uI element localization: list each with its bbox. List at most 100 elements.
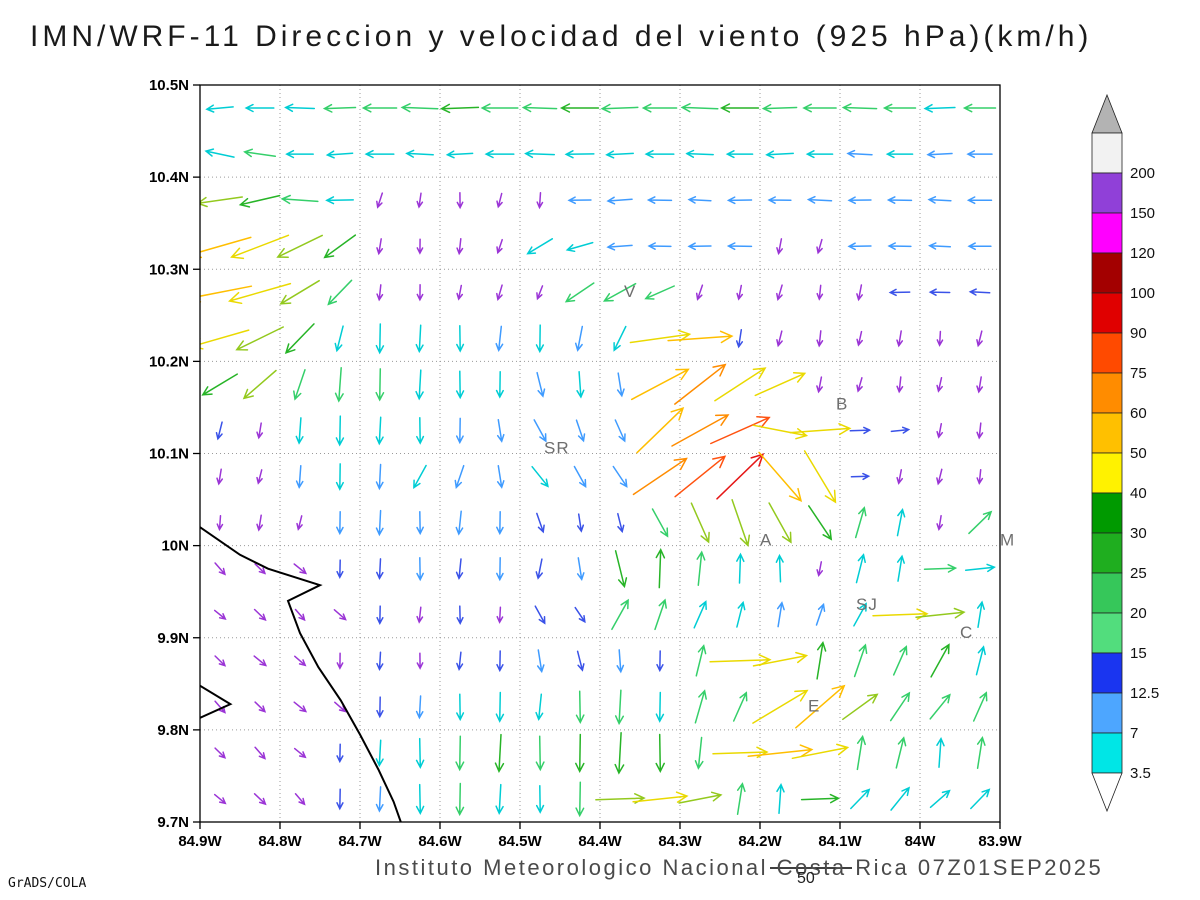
city-label: SR [544,439,570,458]
wind-arrow [805,150,834,159]
wind-arrow [850,472,871,481]
wind-arrow [238,194,281,208]
wind-arrow [376,651,384,672]
wind-arrow [574,606,586,624]
wind-arrow [685,149,714,158]
wind-arrow [968,288,991,296]
wind-arrow [535,324,545,354]
wind-arrow [928,242,952,250]
y-tick-label: 10.5N [149,77,189,94]
wind-arrow [923,103,956,113]
colorbar-band [1091,372,1123,414]
wind-arrow [204,148,235,158]
wind-arrow [279,279,320,305]
wind-arrow [719,103,760,113]
colorbar-band [1091,292,1123,334]
wind-arrow [752,651,809,667]
wind-arrow [535,693,544,722]
wind-arrow [695,644,707,677]
wind-arrow [687,242,712,251]
wind-arrow [735,329,744,349]
wind-arrow [791,743,850,760]
wind-arrow [296,515,303,531]
wind-arrow [694,689,707,724]
wind-arrow [775,553,784,583]
wind-arrow [376,696,384,719]
wind-arrow [693,600,707,629]
wind-arrow [376,605,384,625]
wind-arrow [614,550,628,589]
wind-arrow [970,788,991,810]
y-tick-label: 10N [161,538,189,555]
wind-arrow [456,651,464,671]
wind-arrow [616,649,625,674]
wind-arrow [789,423,852,436]
wind-arrow [856,330,863,347]
wind-arrow [855,553,866,584]
wind-arrow [632,457,688,496]
wind-arrow [456,693,465,722]
coastline-path [200,526,402,822]
wind-arrow [376,284,384,302]
wind-arrow [602,282,637,302]
wind-arrow [455,510,464,536]
wind-arrow [687,196,712,204]
wind-arrow [736,782,746,816]
wind-arrow [726,242,753,251]
wind-arrow [892,645,908,676]
wind-arrow [655,733,665,773]
wind-arrow [415,324,424,354]
wind-arrow [336,652,344,670]
wind-arrow [496,465,505,489]
wind-arrow [896,330,904,348]
wind-arrow [535,558,543,580]
wind-arrow [696,550,706,586]
wind-arrow [213,609,227,621]
wind-arrow [322,103,357,113]
wind-arrow [200,285,253,303]
wind-arrow [605,150,634,159]
wind-arrow [850,788,871,810]
wind-arrow [376,192,384,209]
wind-arrow [294,608,306,622]
wind-arrow [976,422,984,440]
wind-arrow [632,791,689,803]
wind-arrow [455,782,465,817]
wind-arrow [936,736,945,768]
colorbar-label: 20 [1130,605,1147,622]
wind-arrow [761,103,798,113]
wind-arrow [853,602,867,627]
wind-arrow [325,196,354,205]
wind-arrow-field [200,103,997,818]
wind-arrow [885,150,914,159]
wind-arrow [323,234,357,259]
wind-arrow [416,284,424,302]
colorbar-label: 15 [1130,645,1147,662]
wind-arrow [455,370,465,400]
wind-arrow [336,743,344,764]
wind-arrow [856,284,863,302]
wind-arrow [816,376,823,394]
wind-arrow [896,469,904,485]
wind-arrow [534,605,546,625]
wind-arrow [890,426,911,434]
colorbar-band [1091,212,1123,254]
colorbar-label: 75 [1130,365,1147,382]
wind-arrow [536,285,544,301]
wind-arrow [254,701,267,713]
wind-arrow [936,468,943,486]
colorbar-label: 120 [1130,245,1155,262]
wind-arrow [256,469,263,485]
colorbar-label: 30 [1130,525,1147,542]
wind-arrow [375,509,384,537]
wind-arrow [364,149,395,159]
wind-arrow [254,746,266,760]
city-label: SJ [856,595,878,614]
wind-arrow [456,324,465,353]
wind-arrow [731,499,751,547]
colorbar-band [1091,612,1123,654]
wind-arrow [214,700,226,714]
wind-arrow [847,196,872,205]
wind-arrow [336,510,344,536]
x-tick-label: 83.9W [978,833,1022,850]
